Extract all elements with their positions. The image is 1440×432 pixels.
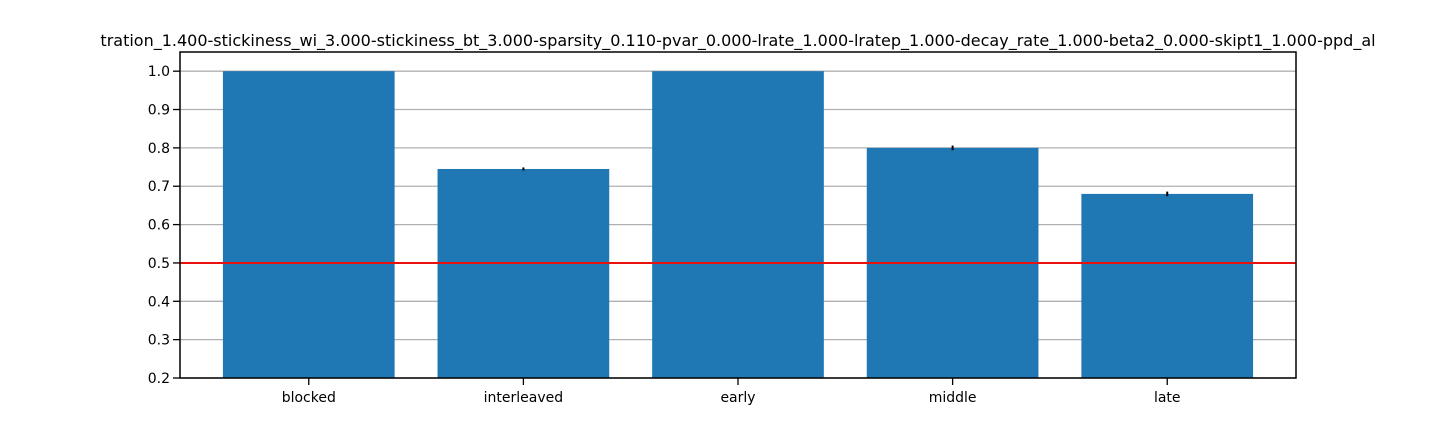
y-tick-label: 0.2	[148, 371, 170, 387]
y-tick-label: 0.4	[148, 294, 170, 310]
x-tick-label-middle: middle	[929, 390, 977, 406]
bars	[222, 71, 1254, 379]
y-tick-label: 0.6	[148, 218, 170, 234]
y-tick-label: 0.3	[148, 333, 170, 349]
bar-early	[652, 71, 824, 379]
y-axis: 0.2 0.3 0.4 0.5 0.6 0.7 0.8 0.9 1.0	[148, 64, 180, 387]
x-tick-label-late: late	[1154, 390, 1181, 406]
y-tick-label: 1.0	[148, 64, 170, 80]
bar-late	[1081, 193, 1254, 378]
x-tick-label-blocked: blocked	[282, 390, 336, 406]
y-tick-label: 0.5	[148, 256, 170, 272]
x-tick-label-early: early	[720, 390, 755, 406]
x-axis: blocked interleaved early middle late	[282, 378, 1181, 406]
chart-title: tration_1.400-stickiness_wi_3.000-sticki…	[100, 31, 1375, 51]
y-tick-label: 0.9	[148, 103, 170, 119]
y-tick-label: 0.7	[148, 179, 170, 195]
y-tick-label: 0.8	[148, 141, 170, 157]
bar-blocked	[222, 71, 395, 379]
x-tick-label-interleaved: interleaved	[484, 390, 564, 406]
error-bars	[522, 145, 1169, 197]
bar-interleaved	[437, 168, 610, 378]
